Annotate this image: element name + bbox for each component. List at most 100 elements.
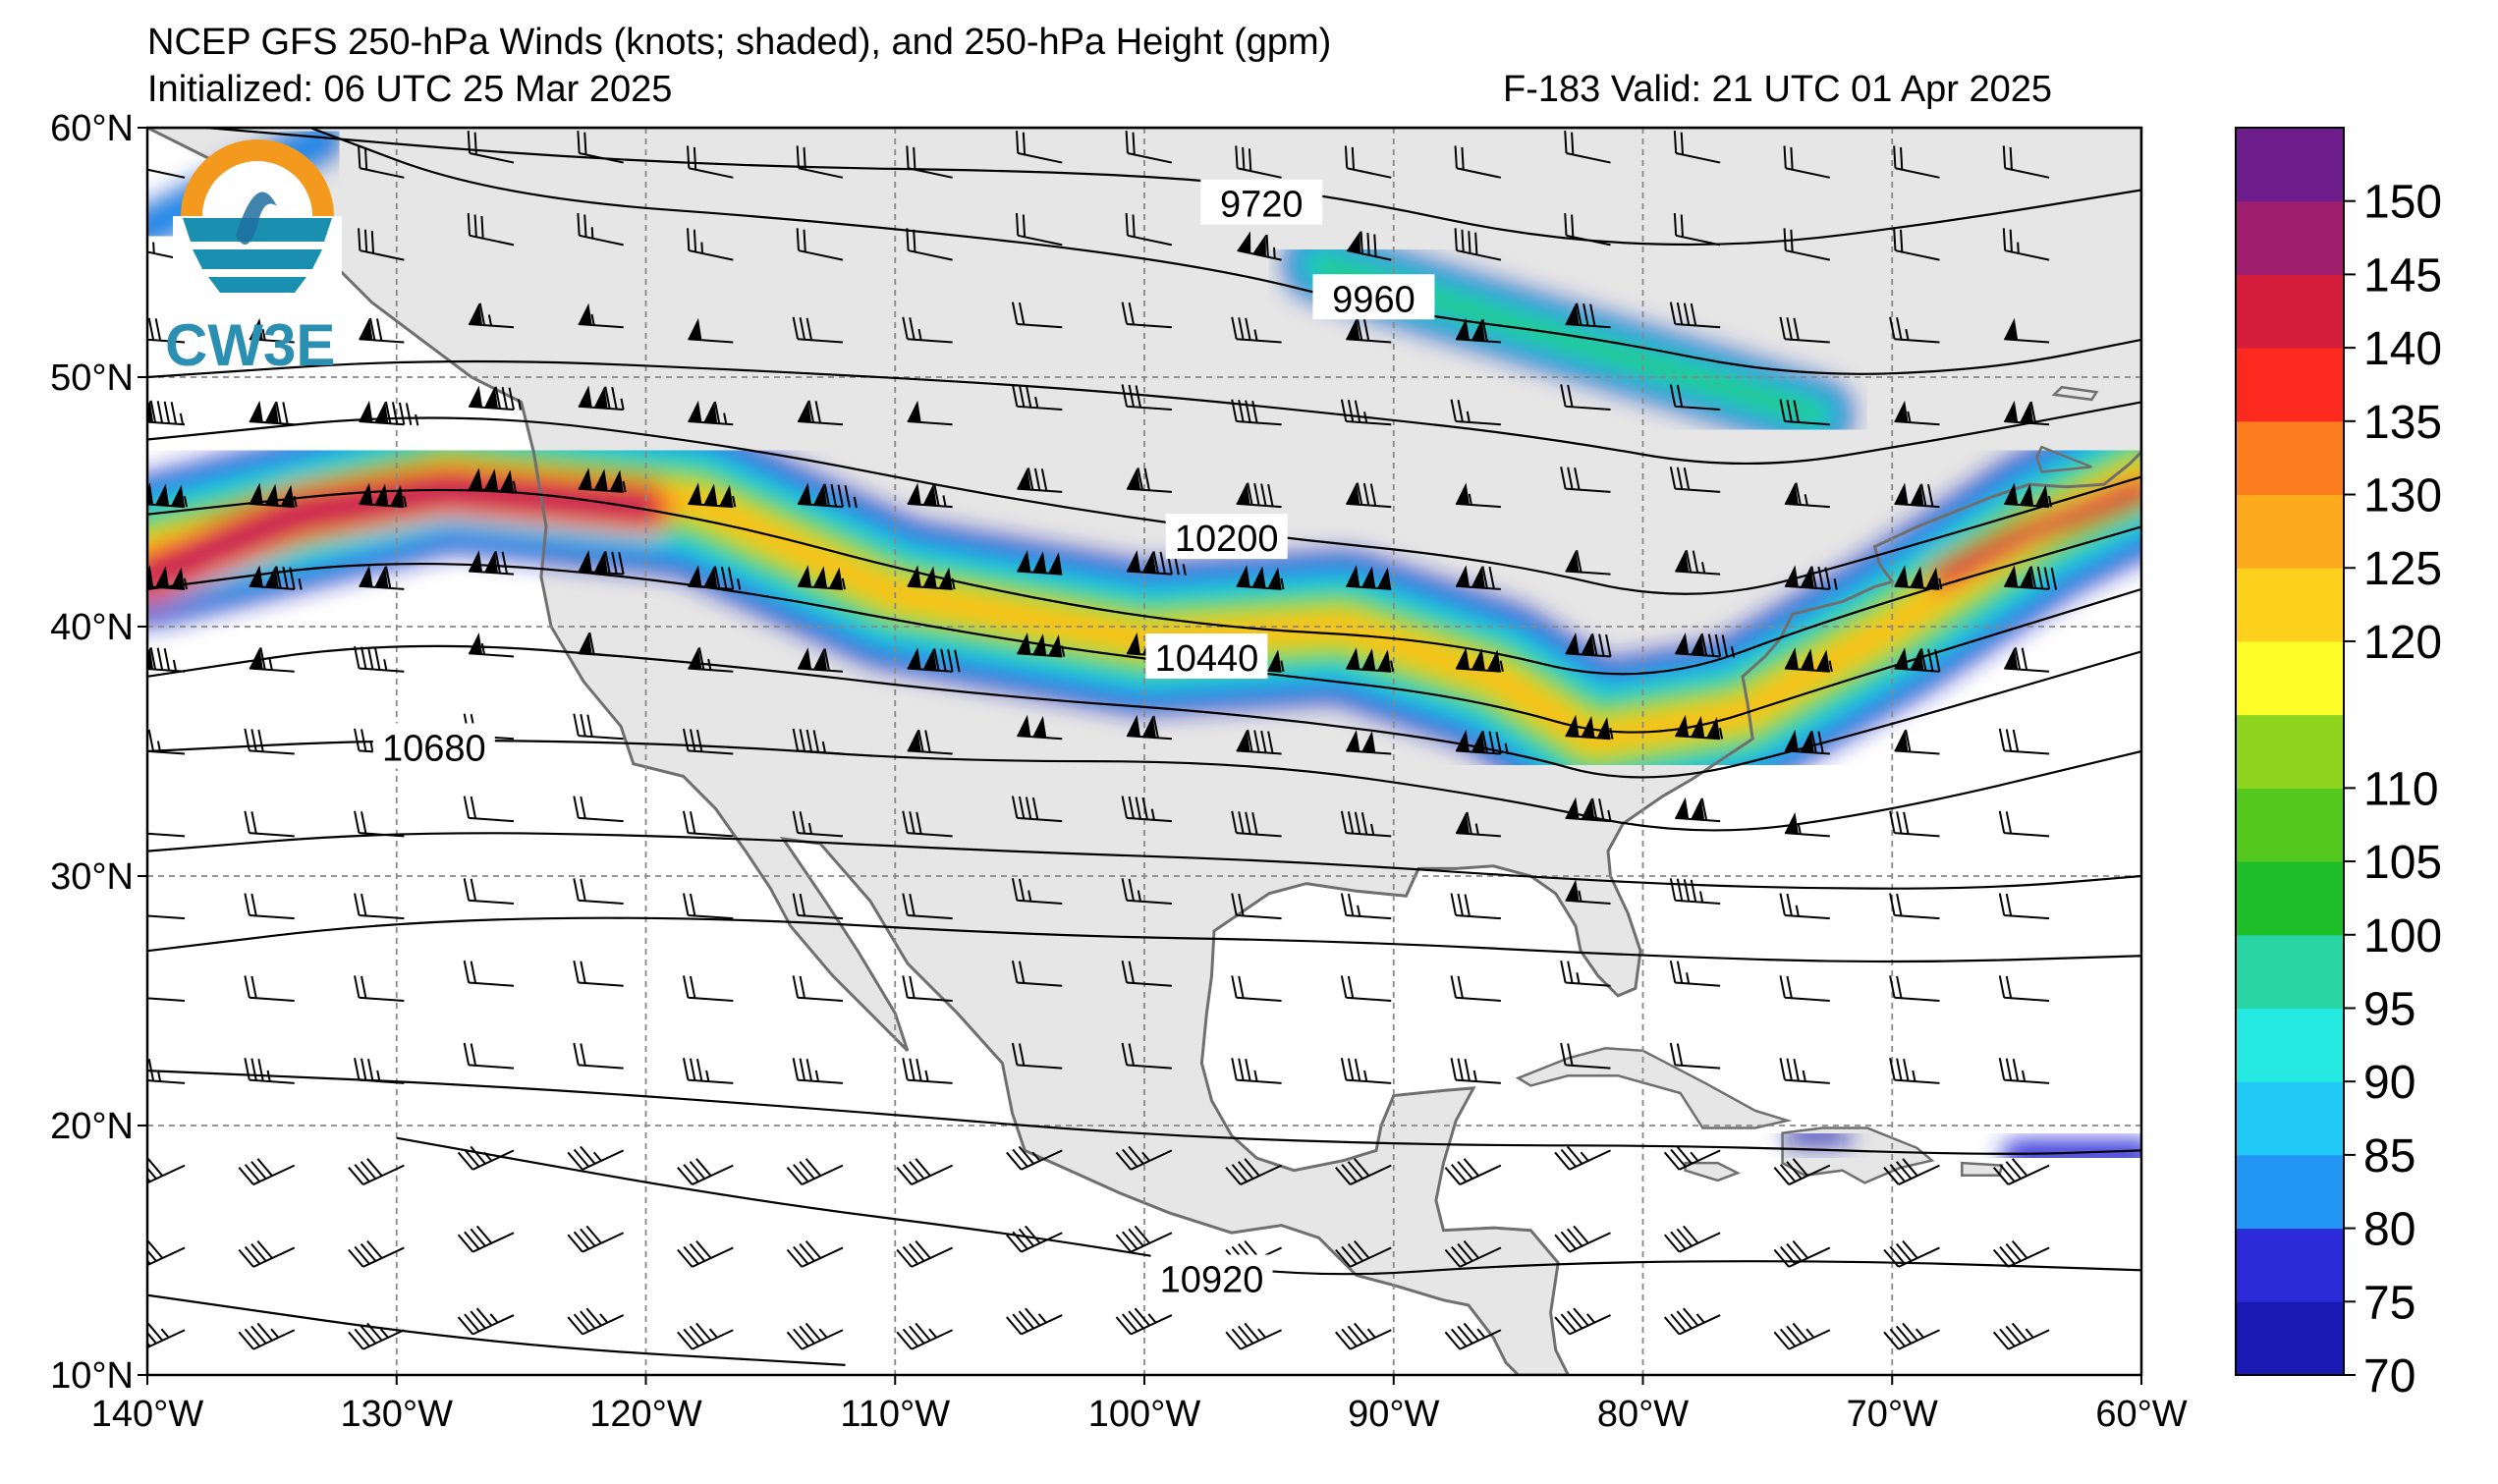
- barb-full: [1115, 1234, 1132, 1253]
- barb-full: [1481, 566, 1488, 589]
- barb-full: [1152, 551, 1159, 574]
- barb-full: [1779, 975, 1786, 998]
- wind-barb: [1992, 1322, 2050, 1350]
- barb-staff: [359, 667, 405, 673]
- wind-barb: [1893, 228, 1940, 261]
- barb-pennant: [1267, 567, 1282, 589]
- barb-full: [1125, 131, 1129, 154]
- colorbar-label: 110: [2363, 763, 2439, 815]
- barb-staff: [1346, 420, 1392, 426]
- barb-staff: [1130, 1149, 1173, 1171]
- colorbar-label: 140: [2363, 323, 2442, 375]
- barb-half: [1390, 660, 1395, 673]
- barb-pennant: [1675, 632, 1690, 655]
- barb-full: [1006, 1234, 1023, 1253]
- barb-half: [814, 1070, 820, 1082]
- wind-barb: [1125, 212, 1173, 247]
- barb-full: [1676, 1043, 1684, 1067]
- barb-staff: [1018, 234, 1063, 247]
- barb-full: [1347, 399, 1355, 422]
- barb-full: [580, 1228, 596, 1247]
- barb-staff: [798, 996, 844, 1002]
- wind-barb: [682, 975, 734, 1002]
- wind-barb: [1011, 796, 1063, 823]
- barb-full: [2009, 229, 2013, 252]
- barb-full: [1457, 1161, 1473, 1180]
- barb-half: [1357, 905, 1361, 917]
- barb-full: [1889, 975, 1896, 998]
- barb-full: [1247, 729, 1253, 752]
- barb-full: [1360, 812, 1368, 835]
- barb-full: [695, 1059, 703, 1081]
- barb-staff: [688, 832, 734, 838]
- barb-pennant: [1894, 565, 1909, 587]
- barb-staff: [908, 167, 953, 179]
- barb-staff: [1456, 167, 1502, 179]
- barb-full: [354, 645, 361, 669]
- barb-half: [1366, 1328, 1376, 1339]
- barb-full: [149, 647, 157, 670]
- barb-full: [799, 317, 806, 340]
- barb-staff: [1675, 735, 1721, 741]
- barb-full: [2011, 1239, 2028, 1259]
- wind-barb: [1889, 893, 1940, 920]
- barb-full: [134, 811, 141, 833]
- barb-full: [464, 1313, 480, 1333]
- barb-full: [799, 1161, 815, 1180]
- barb-full: [1676, 384, 1684, 408]
- barb-full: [1132, 132, 1136, 155]
- barb-half: [1828, 660, 1833, 673]
- colorbar-label: 100: [2363, 910, 2442, 962]
- barb-full: [1454, 145, 1458, 169]
- wind-barb: [147, 975, 186, 1002]
- barb-half: [1695, 1313, 1705, 1324]
- barb-half: [1476, 1328, 1486, 1339]
- wind-barb: [1894, 482, 1940, 509]
- wind-barb: [1565, 714, 1614, 741]
- barb-full: [618, 552, 625, 575]
- barb-full: [689, 811, 696, 834]
- wind-barb: [147, 400, 186, 426]
- barb-staff: [469, 981, 515, 987]
- barb-full: [367, 646, 374, 670]
- barb-full: [1340, 975, 1348, 998]
- logo-icon: [173, 139, 342, 304]
- barb-full: [360, 1161, 377, 1180]
- barb-full: [1225, 1167, 1242, 1185]
- barb-full: [1015, 212, 1020, 236]
- barb-full: [360, 1242, 377, 1262]
- barb-full: [1669, 1042, 1677, 1066]
- barb-full: [384, 566, 392, 589]
- barb-staff: [147, 338, 186, 344]
- barb-staff: [2004, 832, 2050, 838]
- barb-pennant: [703, 483, 718, 506]
- barb-full: [1134, 1307, 1151, 1327]
- height-contour-12: [147, 1293, 846, 1366]
- barb-full: [611, 386, 618, 410]
- barb-full: [156, 401, 164, 423]
- barb-full: [805, 317, 813, 341]
- barb-half: [1699, 891, 1704, 903]
- barb-full: [470, 1145, 486, 1165]
- barb-full: [805, 1322, 822, 1342]
- barb-full: [1573, 1307, 1589, 1327]
- barb-pennant: [1032, 715, 1047, 739]
- barb-full: [1571, 214, 1575, 238]
- barb-full: [163, 401, 171, 424]
- barb-full: [1027, 467, 1034, 490]
- contour-labels: 9720 9960 10200 10440 10680 10920: [372, 179, 1435, 1300]
- barb-full: [1582, 303, 1589, 326]
- wind-barb: [1565, 550, 1611, 576]
- barb-full: [786, 1167, 804, 1185]
- barb-full: [134, 317, 141, 339]
- wind-barb: [1894, 729, 1940, 755]
- barb-full: [689, 729, 696, 752]
- height-contour-8: [147, 832, 2141, 890]
- barb-full: [933, 648, 940, 671]
- barb-half: [1273, 247, 1276, 259]
- barb-full: [585, 1225, 602, 1244]
- barb-pennant: [1141, 551, 1156, 574]
- colorbar-swatch: [2236, 934, 2344, 1009]
- barb-pennant: [249, 565, 263, 587]
- barb-full: [1883, 1167, 1900, 1185]
